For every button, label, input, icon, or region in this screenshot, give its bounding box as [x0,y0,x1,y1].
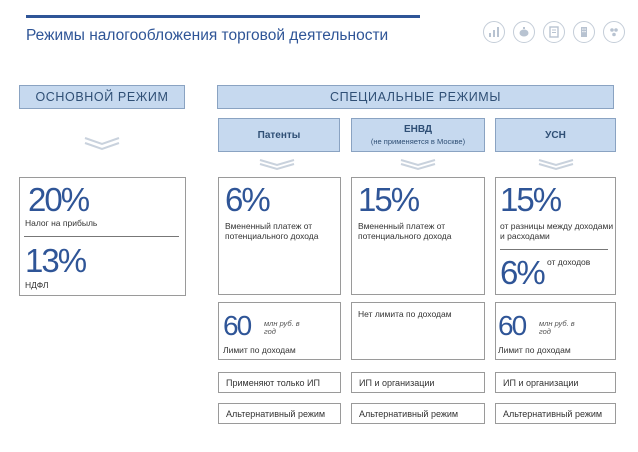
basic-regime-header: ОСНОВНОЙ РЕЖИМ [19,85,185,109]
chevron-down-icon [259,159,295,171]
column-header-patents: Патенты [218,118,340,152]
usn-rate-2: 6% [500,254,546,291]
usn-rate-card: 15% от разницы между доходами и расходам… [495,177,616,295]
toolbar-icons [483,21,625,43]
patents-limit-label: Лимит по доходам [223,345,296,355]
usn-rate-2-label: от доходов [547,257,591,267]
usn-who: ИП и организации [495,372,616,393]
usn-rate: 15% [500,181,562,218]
chevron-down-icon [400,159,436,171]
usn-limit-label: Лимит по доходам [498,345,571,355]
patents-who: Применяют только ИП [218,372,341,393]
envd-mode: Альтернативный режим [351,403,485,424]
patents-limit-unit: млн руб. в год [264,319,300,337]
column-title: Патенты [257,129,301,141]
column-header-envd: ЕНВД (не применяется в Москве) [351,118,485,152]
envd-rate-card: 15% Вмененный платеж от потенциального д… [351,177,485,295]
profit-tax-label: Налог на прибыль [25,218,98,228]
patents-rate-label: Вмененный платеж от потенциального доход… [225,221,319,241]
building-icon[interactable] [573,21,595,43]
document-icon[interactable] [543,21,565,43]
column-header-usn: УСН [495,118,616,152]
income-tax-label: НДФЛ [25,280,49,290]
page-title: Режимы налогообложения торговой деятельн… [26,27,389,44]
envd-rate: 15% [358,181,420,218]
title-underline-bar [26,15,420,18]
envd-who: ИП и организации [351,372,485,393]
patents-rate: 6% [225,181,271,218]
column-title: ЕНВД [403,124,433,135]
chevron-down-icon [538,159,574,171]
divider [500,249,608,250]
column-title: УСН [545,129,566,141]
column-note: (не применяется в Москве) [370,137,466,146]
usn-limit-unit: млн руб. в год [539,319,575,337]
piggy-bank-icon[interactable] [513,21,535,43]
chevron-down-icon [84,137,120,151]
envd-limit-card: Нет лимита по доходам [351,302,485,360]
patents-limit-card: 60 млн руб. в год Лимит по доходам [218,302,341,360]
bar-chart-icon[interactable] [483,21,505,43]
patents-mode: Альтернативный режим [218,403,341,424]
usn-mode: Альтернативный режим [495,403,616,424]
income-tax-rate: 13% [25,242,87,279]
profit-tax-rate: 20% [28,181,90,218]
patents-rate-card: 6% Вмененный платеж от потенциального до… [218,177,341,295]
usn-limit-value: 60 [498,310,527,341]
people-icon[interactable] [603,21,625,43]
basic-regime-card: 20% Налог на прибыль 13% НДФЛ [19,177,186,296]
special-regimes-header: СПЕЦИАЛЬНЫЕ РЕЖИМЫ [217,85,614,109]
patents-limit-value: 60 [223,310,252,341]
envd-limit-label: Нет лимита по доходам [358,309,452,319]
envd-rate-label: Вмененный платеж от потенциального доход… [358,221,452,241]
usn-limit-card: 60 млн руб. в год Лимит по доходам [495,302,616,360]
divider [24,236,179,237]
usn-rate-label: от разницы между доходами и расходами [500,221,614,241]
